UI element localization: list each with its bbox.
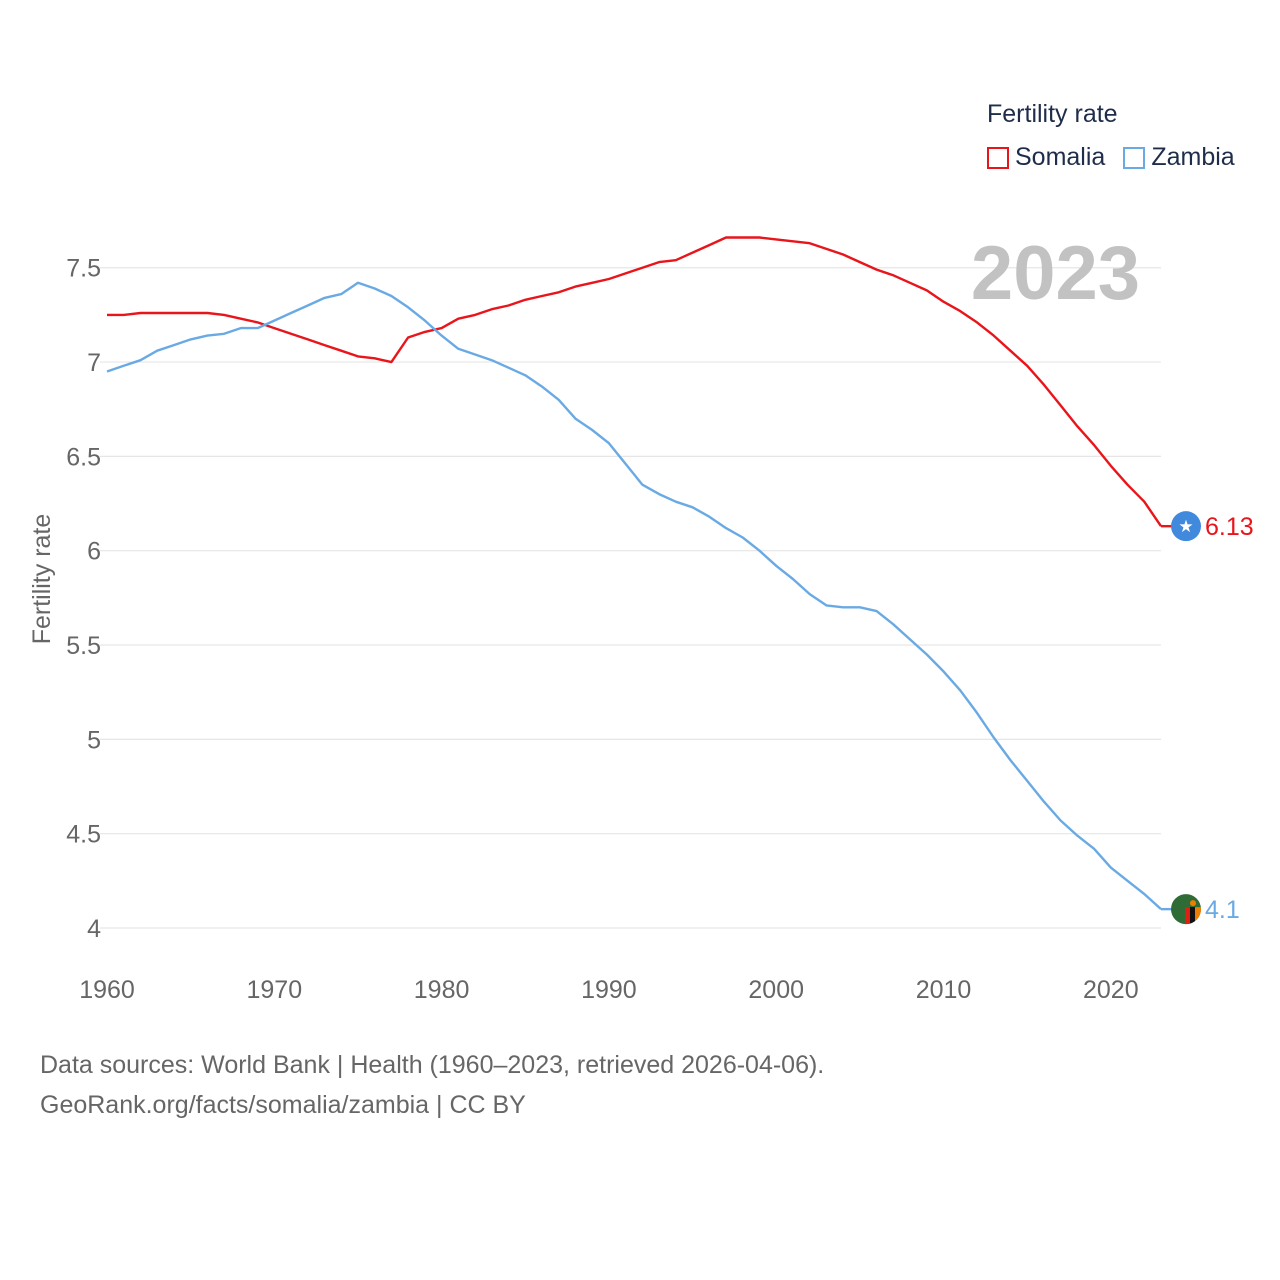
legend-swatch-zambia xyxy=(1123,146,1146,169)
x-axis-ticks: 1960 1970 1980 1990 2000 2010 2020 xyxy=(79,976,1138,1004)
x-tick-label: 2000 xyxy=(748,976,804,1004)
flag-eagle xyxy=(1190,900,1196,907)
y-tick-label: 4.5 xyxy=(66,821,101,849)
end-markers: ★ 6.13 4.1 xyxy=(1171,511,1254,925)
zambia-flag-icon xyxy=(1171,894,1201,925)
x-tick-label: 1980 xyxy=(414,976,470,1004)
attribution-line: GeoRank.org/facts/somalia/zambia | CC BY xyxy=(40,1091,526,1119)
y-axis-label: Fertility rate xyxy=(28,514,56,645)
y-axis-ticks: 4 4.5 5 5.5 6 6.5 7 7.5 xyxy=(66,255,101,943)
flag-disc xyxy=(1171,511,1201,542)
data-sources-line: Data sources: World Bank | Health (1960–… xyxy=(40,1051,825,1079)
y-tick-label: 7 xyxy=(87,349,101,377)
y-tick-label: 7.5 xyxy=(66,255,101,283)
flag-stripe-black xyxy=(1190,907,1195,925)
star-icon: ★ xyxy=(1178,517,1193,537)
legend-label-zambia: Zambia xyxy=(1151,143,1235,171)
legend-title: Fertility rate xyxy=(987,100,1118,128)
data-sources: Data sources: World Bank | Health (1960–… xyxy=(40,1045,824,1125)
legend-item-somalia[interactable]: Somalia xyxy=(987,143,1105,172)
end-value-label: 6.13 xyxy=(1205,513,1254,541)
grid-lines xyxy=(100,267,1161,929)
y-tick-label: 5 xyxy=(87,726,101,754)
y-tick-label: 6.5 xyxy=(66,443,101,471)
end-value-label: 4.1 xyxy=(1205,896,1240,924)
legend-label-somalia: Somalia xyxy=(1015,143,1106,171)
year-label: 2023 xyxy=(971,231,1140,316)
flag-stripe-orange xyxy=(1195,907,1201,925)
x-tick-label: 1990 xyxy=(581,976,637,1004)
legend-swatch-somalia xyxy=(987,146,1009,169)
legend: Somalia Zambia xyxy=(987,143,1253,172)
y-tick-label: 6 xyxy=(87,538,101,566)
series-line-somalia xyxy=(107,236,1162,527)
somalia-flag-icon: ★ xyxy=(1171,511,1201,542)
x-tick-label: 1960 xyxy=(79,976,135,1004)
x-tick-label: 2020 xyxy=(1083,976,1139,1004)
flag-stripe-red xyxy=(1185,907,1190,925)
series-lines xyxy=(106,236,1175,911)
x-tick-label: 2010 xyxy=(916,976,972,1004)
y-tick-label: 5.5 xyxy=(66,632,101,660)
x-tick-label: 1970 xyxy=(246,976,302,1004)
series-line-zambia xyxy=(106,281,1162,910)
legend-item-zambia[interactable]: Zambia xyxy=(1123,143,1235,172)
y-tick-label: 4 xyxy=(87,915,101,943)
